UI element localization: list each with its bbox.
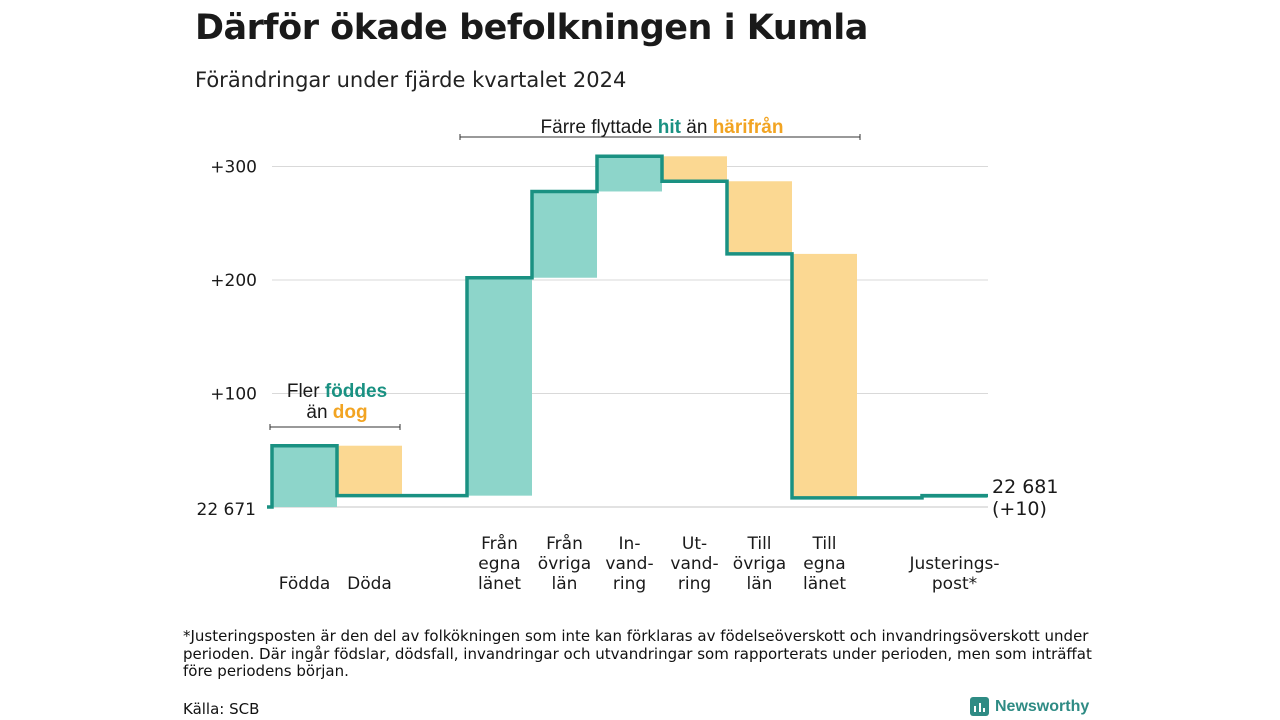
footnote: *Justeringsposten är den del av folkökni… xyxy=(183,627,1092,680)
bar-increase xyxy=(272,445,337,507)
annotation-births-deaths: Fler föddes än dog xyxy=(287,381,387,423)
y-tick-label: +100 xyxy=(210,385,257,405)
category-label: Från övriga län xyxy=(538,533,591,594)
end-value-label: 22 681 (+10) xyxy=(992,476,1058,520)
bar-decrease xyxy=(727,181,792,254)
chart-subtitle: Förändringar under fjärde kvartalet 2024 xyxy=(195,68,627,92)
category-label: In-vand-ring xyxy=(605,534,653,594)
bar-increase xyxy=(467,277,532,496)
brand-name: Newsworthy xyxy=(995,697,1090,715)
cumulative-step-line xyxy=(267,154,988,509)
newsworthy-icon xyxy=(970,697,989,716)
category-label: Till övriga län xyxy=(733,534,786,594)
bar-increase xyxy=(532,191,597,278)
bar-decrease xyxy=(337,445,402,496)
start-value-label: 22 671 xyxy=(197,500,256,520)
category-label: Justerings-post* xyxy=(908,554,999,594)
y-tick-label: +300 xyxy=(210,158,257,178)
bar-decrease xyxy=(662,156,727,182)
bar-decrease xyxy=(792,253,857,498)
bar-increase xyxy=(597,156,662,192)
category-label: Från egna länet xyxy=(478,533,521,594)
category-label: Födda xyxy=(279,574,331,594)
chart-title: Därför ökade befolkningen i Kumla xyxy=(195,8,868,48)
brand-logo: Newsworthy xyxy=(970,697,1089,716)
source-label: Källa: SCB xyxy=(183,700,260,718)
category-label: Ut-vand-ring xyxy=(670,534,718,594)
category-label: Till egna länet xyxy=(803,534,846,594)
annotation-migration: Färre flyttade hit än härifrån xyxy=(541,117,784,138)
category-label: Döda xyxy=(347,574,392,594)
y-tick-label: +200 xyxy=(210,271,257,291)
